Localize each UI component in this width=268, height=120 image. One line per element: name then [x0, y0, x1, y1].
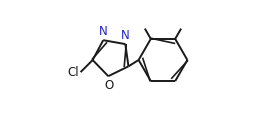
- Text: Cl: Cl: [67, 66, 79, 79]
- Text: N: N: [99, 25, 107, 38]
- Text: N: N: [121, 29, 130, 42]
- Text: O: O: [104, 79, 114, 92]
